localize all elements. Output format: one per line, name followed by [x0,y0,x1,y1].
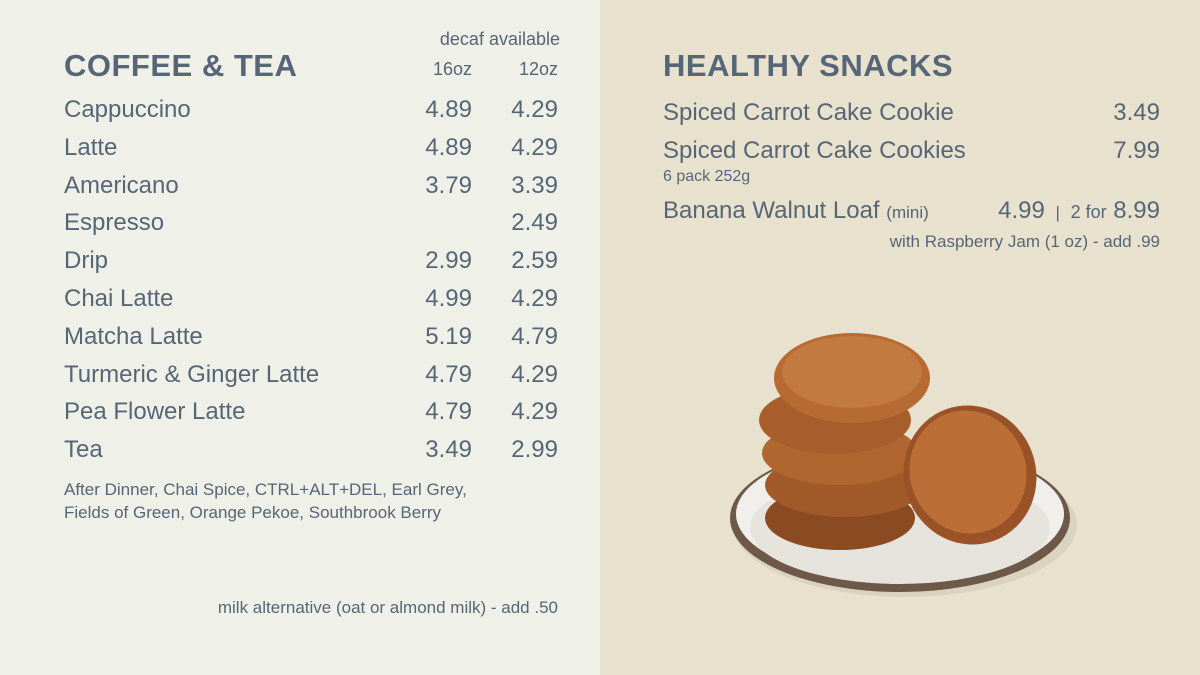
section-title: COFFEE & TEA [64,48,298,83]
tea-varieties: Fields of Green, Orange Pekoe, Southbroo… [64,503,442,522]
price-12oz: 2.49 [511,209,558,237]
price-16oz: 3.79 [425,171,472,199]
price-16oz: 4.79 [425,360,472,388]
item-name: Cappuccino [64,96,191,123]
loaf-price: 4.99 [998,197,1045,224]
price-16oz: 2.99 [425,247,472,275]
size-label: 12oz [518,59,558,79]
price-16oz: 4.89 [425,96,472,123]
price-16oz: 4.99 [425,285,472,312]
footnote: milk alternative (oat or almond milk) - … [217,598,558,617]
addon: with Raspberry Jam (1 oz) - add .99 [889,232,1160,251]
price-12oz: 4.29 [511,360,558,388]
price-12oz: 4.29 [511,133,558,161]
item-name: Spiced Carrot Cake Cookies [663,137,966,164]
item-name: Matcha Latte [64,322,203,350]
cookie-photo [730,333,1077,597]
section-title: HEALTHY SNACKS [663,48,954,83]
loaf-prices: 4.99 | 2 for 8.99 [998,197,1160,225]
price-12oz: 4.29 [511,398,558,426]
item-name: Spiced Carrot Cake Cookie [663,99,954,126]
item-price: 7.99 [1113,137,1160,164]
price-12oz: 2.99 [511,436,558,464]
decaf-note: decaf available [439,29,560,49]
item-price: 3.49 [1113,99,1160,126]
price-12oz: 4.29 [511,285,558,312]
item-name: Espresso [64,209,165,237]
coffee-tea-panel: COFFEE & TEA decaf available 16oz 12oz C… [0,0,600,675]
item-name: Banana Walnut Loaf (mini) [663,197,929,225]
item-name: Turmeric & Ginger Latte [64,360,320,388]
price-16oz: 3.49 [425,436,472,464]
price-12oz: 3.39 [511,171,558,199]
price-12oz: 4.29 [511,96,558,123]
snacks-panel: HEALTHY SNACKS Spiced Carrot Cake Cookie… [600,0,1200,675]
item-name: Tea [64,436,103,464]
tea-varieties: After Dinner, Chai Spice, CTRL+ALT+DEL, … [64,480,467,499]
item-name: Americano [64,171,179,199]
price-16oz: 5.19 [425,322,472,350]
cookie-stack [759,333,930,550]
loaf-size: (mini) [886,203,929,222]
item-name: Chai Latte [64,285,174,312]
loaf-name: Banana Walnut Loaf [663,197,880,224]
size-label: 16oz [432,59,472,79]
price-16oz: 4.79 [425,398,472,426]
price-12oz: 4.79 [511,322,558,350]
price-16oz: 4.89 [425,133,472,161]
price-12oz: 2.59 [511,247,558,275]
item-name: Pea Flower Latte [64,398,246,426]
item-name: Drip [64,247,109,275]
multi-price: 8.99 [1113,197,1160,224]
separator: | [1055,203,1060,222]
item-name: Latte [64,133,118,161]
multi-label: 2 for [1070,202,1107,222]
item-detail: 6 pack 252g [663,168,751,185]
leaning-cookie [903,405,1037,545]
